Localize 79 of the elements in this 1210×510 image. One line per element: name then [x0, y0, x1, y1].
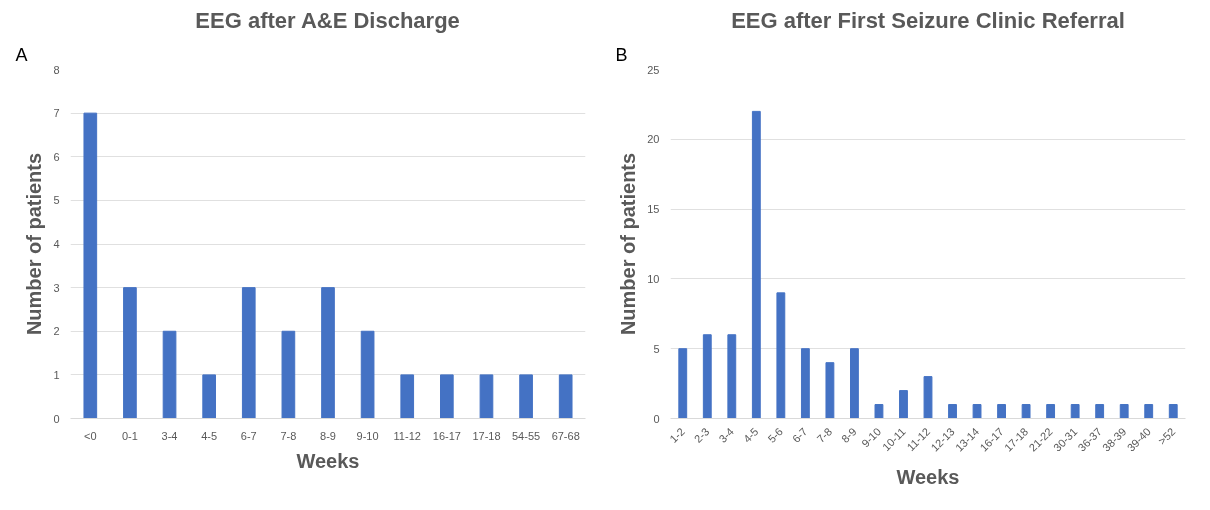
y-tick-label: 5 [53, 194, 60, 207]
bar [1168, 404, 1178, 419]
y-tick-label: 8 [53, 63, 60, 76]
x-tick-label: 6-7 [240, 429, 257, 442]
x-tick-label: 7-8 [814, 425, 835, 445]
bar [202, 374, 216, 419]
x-tick-label: 0-1 [121, 429, 138, 442]
chart-title: EEG after A&E Discharge [195, 7, 460, 33]
bar [727, 334, 737, 419]
x-tick-label: 4-5 [201, 429, 218, 442]
bar [162, 330, 177, 419]
y-tick-label: 7 [53, 107, 60, 120]
bar [923, 376, 933, 419]
x-tick-label: 2-3 [691, 425, 712, 445]
y-tick-label: 10 [647, 272, 660, 285]
bar [899, 390, 908, 419]
bar [776, 292, 786, 419]
x-tick-label: 8-9 [838, 425, 859, 445]
x-tick-label: 3-4 [161, 429, 178, 442]
x-tick-label: 16-17 [432, 429, 461, 442]
bar [321, 287, 335, 419]
x-tick-label: 54-55 [512, 429, 541, 442]
x-axis-title: Weeks [896, 465, 960, 488]
bar [825, 362, 835, 419]
x-tick-label: 8-9 [320, 429, 336, 442]
bar [800, 348, 810, 419]
y-tick-label: 5 [653, 342, 660, 355]
y-tick-label: 4 [53, 238, 60, 250]
bar [751, 110, 761, 419]
bar [440, 374, 454, 419]
y-tick-label: 1 [53, 368, 60, 381]
bar [948, 404, 957, 419]
y-tick-label: 0 [53, 412, 60, 425]
chart-title: EEG after First Seizure Clinic Referral [731, 7, 1125, 33]
bar [1144, 404, 1154, 419]
bar [1095, 404, 1105, 419]
x-tick-label: 17-18 [472, 429, 501, 442]
x-tick-label: 6-7 [789, 425, 810, 445]
y-tick-label: 15 [647, 203, 660, 216]
x-tick-label: >52 [1155, 425, 1178, 447]
bar [241, 287, 256, 419]
x-tick-label: 1-2 [667, 425, 688, 445]
x-tick-label: 9-10 [356, 429, 379, 442]
bar [1046, 404, 1056, 419]
x-tick-label: 5-6 [765, 425, 786, 445]
text: A [15, 44, 28, 65]
y-tick-label: 20 [647, 133, 660, 146]
y-tick-label: 25 [647, 63, 660, 76]
y-tick-label: 6 [53, 150, 60, 163]
y-axis-title: Number of patients [617, 152, 640, 336]
y-axis-title: Number of patients [23, 152, 46, 336]
x-axis-title: Weeks [296, 449, 360, 472]
bar [1119, 404, 1129, 419]
y-tick-label: 3 [53, 281, 60, 294]
y-tick-label: 0 [653, 412, 660, 425]
x-tick-label: 4-5 [740, 425, 761, 445]
bar [123, 287, 137, 419]
x-tick-label: <0 [84, 429, 97, 442]
bar [83, 112, 98, 419]
x-tick-label: 7-8 [280, 429, 297, 442]
x-tick-label: 11-12 [393, 429, 421, 442]
bar [1070, 404, 1080, 419]
bar [400, 374, 415, 419]
bar [558, 374, 573, 419]
bar [874, 404, 884, 419]
bar [519, 374, 533, 419]
bar [997, 404, 1006, 419]
bar [972, 404, 982, 419]
bar [850, 348, 859, 419]
bar [702, 334, 712, 419]
y-tick-label: 2 [53, 325, 60, 338]
bar [479, 374, 494, 419]
x-tick-label: 3-4 [716, 425, 737, 445]
x-tick-label: 67-68 [551, 429, 580, 442]
bar [360, 330, 375, 419]
bar [1021, 404, 1031, 419]
bar [281, 330, 296, 419]
bar [678, 348, 688, 419]
text: B [615, 44, 628, 65]
